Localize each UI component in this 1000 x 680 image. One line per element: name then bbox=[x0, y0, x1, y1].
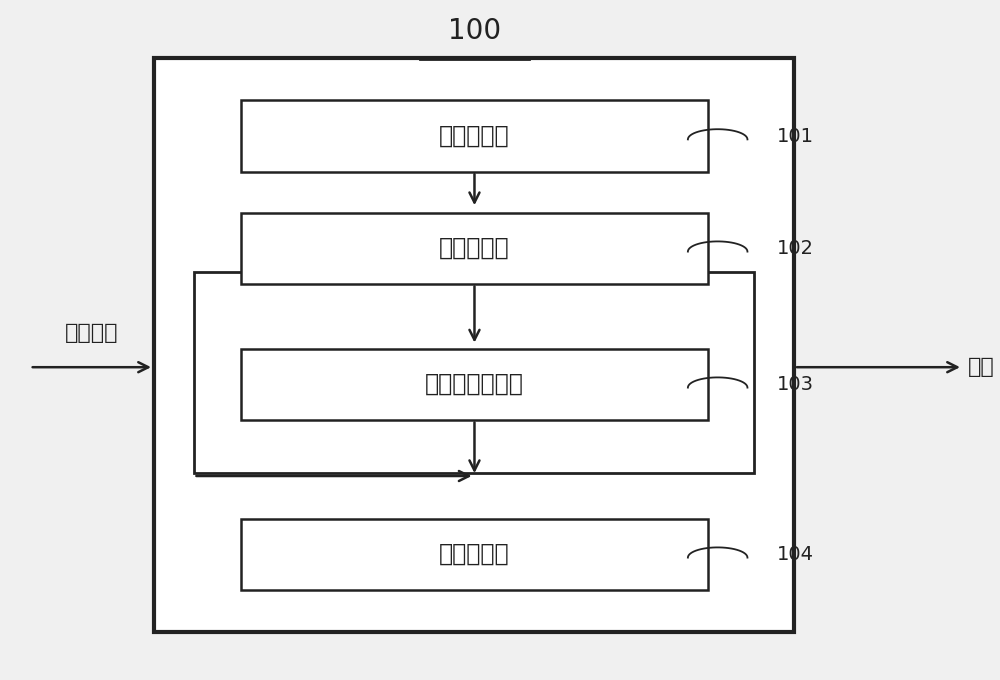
Text: 映射产生器: 映射产生器 bbox=[439, 236, 510, 260]
Text: 102: 102 bbox=[777, 239, 814, 258]
Text: 100: 100 bbox=[448, 17, 501, 45]
Bar bbox=[241, 100, 708, 171]
Text: 能量重新计算器: 能量重新计算器 bbox=[425, 372, 524, 396]
Bar bbox=[241, 348, 708, 420]
Bar bbox=[241, 212, 708, 284]
Text: 103: 103 bbox=[777, 375, 814, 394]
Text: 104: 104 bbox=[777, 545, 814, 564]
Bar bbox=[154, 58, 794, 632]
Bar bbox=[194, 272, 754, 473]
Bar bbox=[241, 518, 708, 590]
Text: 立体图像: 立体图像 bbox=[65, 324, 119, 343]
Text: 能量计算器: 能量计算器 bbox=[439, 124, 510, 148]
Text: 视差: 视差 bbox=[968, 357, 995, 377]
Text: 101: 101 bbox=[777, 126, 814, 146]
Text: 视差确定器: 视差确定器 bbox=[439, 542, 510, 566]
